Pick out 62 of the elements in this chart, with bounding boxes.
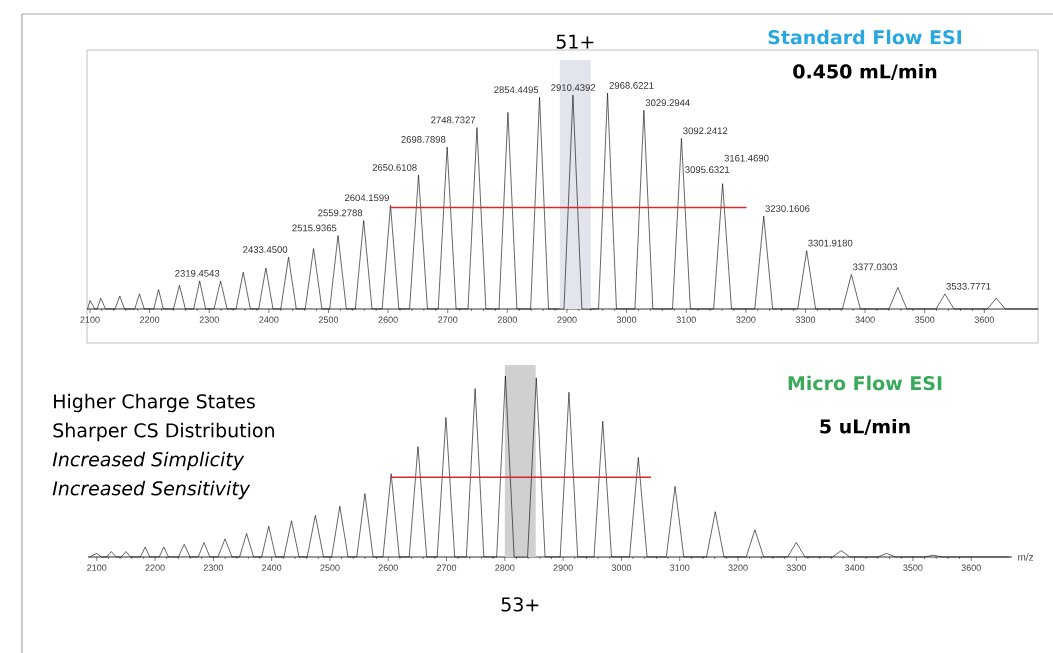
x-tick-label: 3400 bbox=[855, 316, 875, 323]
annotation: 2698.7898 bbox=[401, 136, 446, 143]
annotation: 3377.0303 bbox=[852, 263, 898, 271]
x-tick-label: 3200 bbox=[728, 564, 748, 571]
annotation: 3161.4690 bbox=[724, 154, 769, 162]
x-tick-label: 3600 bbox=[961, 564, 981, 571]
annotation: 2559.2788 bbox=[318, 209, 363, 217]
x-tick-label: 2700 bbox=[438, 316, 458, 323]
x-tick-label: 2600 bbox=[378, 316, 398, 323]
annotation: 2748.7327 bbox=[431, 116, 476, 124]
x-tick-label: 3000 bbox=[616, 316, 637, 323]
annotation: Increased Sensitivity bbox=[52, 480, 251, 500]
annotation: 2854.4495 bbox=[494, 86, 539, 94]
annotation: 3533.7771 bbox=[946, 282, 991, 290]
x-axis-title: m/z bbox=[1018, 553, 1034, 561]
x-tick-label: 2500 bbox=[320, 564, 340, 571]
x-tick-label: 3500 bbox=[903, 564, 923, 571]
annotation: 2319.4543 bbox=[175, 269, 220, 277]
annotation: 2515.9365 bbox=[292, 224, 337, 232]
x-tick-label: 2200 bbox=[145, 564, 165, 571]
x-tick-label: 2100 bbox=[80, 316, 100, 323]
annotation: 2968.6221 bbox=[609, 82, 654, 89]
annotation: 3095.6321 bbox=[685, 166, 730, 174]
annotation: Higher Charge States bbox=[54, 393, 255, 413]
x-tick-label: 3100 bbox=[670, 564, 690, 571]
x-tick-label: 3400 bbox=[844, 564, 865, 571]
x-tick-label: 2600 bbox=[378, 564, 398, 571]
chart-subtitle: 0.450 mL/min bbox=[793, 63, 937, 81]
x-tick-label: 3300 bbox=[795, 316, 816, 323]
x-tick-label: 2400 bbox=[259, 316, 279, 323]
annotation: Sharper CS Distribution bbox=[53, 422, 274, 442]
band-label: 53+ bbox=[501, 597, 539, 612]
x-tick-label: 3200 bbox=[736, 316, 756, 323]
x-tick-label: 2500 bbox=[318, 316, 339, 323]
x-tick-label: 2100 bbox=[87, 564, 107, 571]
x-tick-label: 3300 bbox=[786, 564, 806, 571]
chart-title: Micro Flow ESI bbox=[788, 375, 942, 391]
annotation: 2650.6108 bbox=[372, 164, 417, 171]
x-tick-label: 3100 bbox=[676, 316, 696, 323]
x-tick-label: 2300 bbox=[199, 316, 219, 323]
annotation: 3230.1606 bbox=[765, 205, 810, 212]
annotation: 2433.4500 bbox=[243, 246, 288, 253]
x-tick-label: 2800 bbox=[495, 564, 515, 571]
annotation: 3092.2412 bbox=[683, 127, 728, 135]
x-tick-label: 2700 bbox=[436, 564, 457, 571]
x-tick-label: 2900 bbox=[557, 316, 577, 323]
x-tick-label: 3000 bbox=[611, 564, 632, 571]
x-tick-label: 2900 bbox=[553, 564, 573, 571]
chart-title: Standard Flow ESI bbox=[768, 29, 962, 45]
annotation: Increased Simplicity bbox=[52, 451, 245, 471]
x-tick-label: 3500 bbox=[915, 316, 935, 323]
x-tick-label: 2200 bbox=[140, 316, 160, 323]
annotation: 3029.2944 bbox=[645, 99, 690, 107]
x-tick-label: 3600 bbox=[974, 316, 994, 323]
annotation: 2604.1599 bbox=[344, 194, 389, 202]
x-tick-label: 2800 bbox=[497, 316, 518, 323]
annotation: 2910.4392 bbox=[551, 84, 596, 91]
text: 5 uL/min bbox=[820, 418, 910, 436]
x-tick-label: 2300 bbox=[203, 564, 223, 571]
band-label: 51+ bbox=[556, 34, 594, 49]
annotation: 3301.9180 bbox=[808, 239, 853, 247]
x-tick-label: 2400 bbox=[262, 564, 282, 571]
